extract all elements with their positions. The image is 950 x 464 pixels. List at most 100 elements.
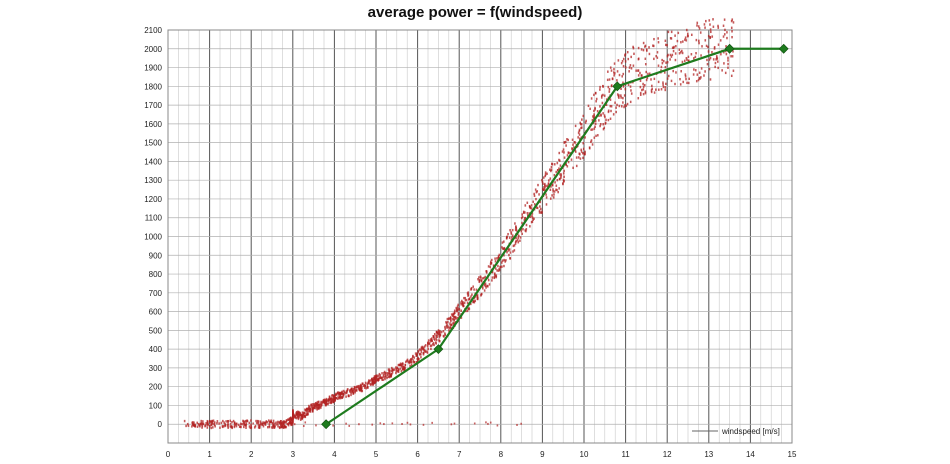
scatter-point: [269, 420, 271, 424]
scatter-point: [713, 46, 716, 49]
scatter-point: [422, 353, 425, 356]
x-tick-label: 9: [540, 450, 545, 459]
scatter-point: [575, 164, 578, 168]
scatter-point: [448, 329, 450, 332]
scatter-point: [519, 239, 521, 242]
scatter-point: [468, 307, 471, 311]
scatter-point: [460, 309, 462, 312]
scatter-point: [221, 425, 224, 428]
scatter-point: [616, 70, 619, 73]
scatter-point: [381, 378, 383, 381]
scatter-point: [522, 227, 524, 231]
scatter-point: [485, 286, 487, 289]
scatter-point: [262, 425, 265, 428]
scatter-point: [556, 161, 559, 165]
scatter-point: [708, 67, 711, 71]
scatter-point: [731, 55, 734, 58]
scatter-point: [542, 188, 545, 192]
scatter-point: [630, 67, 633, 70]
scatter-point: [712, 18, 714, 21]
scatter-point: [480, 292, 483, 296]
scatter-point: [539, 205, 541, 208]
scatter-point: [379, 374, 382, 377]
scatter-point: [677, 31, 680, 35]
scatter-point: [693, 57, 695, 60]
scatter-point: [660, 88, 663, 91]
scatter-point: [403, 367, 406, 370]
scatter-point: [640, 48, 643, 51]
scatter-point: [499, 265, 501, 269]
scatter-point: [439, 331, 441, 334]
scatter-point: [530, 204, 533, 207]
scatter-point: [716, 57, 719, 60]
scatter-point: [709, 23, 711, 26]
y-tick-label: 400: [149, 345, 163, 354]
scatter-point: [681, 49, 683, 53]
scatter-point: [543, 187, 546, 190]
scatter-point: [206, 423, 209, 426]
scatter-point: [229, 422, 232, 425]
scatter-point: [637, 74, 640, 77]
scatter-point: [553, 163, 556, 166]
scatter-point: [480, 294, 482, 297]
scatter-point: [225, 420, 227, 423]
scatter-point: [388, 368, 391, 371]
scatter-point: [469, 302, 472, 306]
scatter-point: [463, 296, 465, 300]
scatter-point: [703, 23, 706, 26]
scatter-point: [204, 424, 207, 427]
scatter-point: [427, 347, 429, 351]
scatter-point: [259, 420, 262, 423]
scatter-point: [660, 69, 662, 72]
scatter-point: [616, 93, 619, 96]
x-tick-label: 14: [746, 450, 755, 459]
scatter-point: [711, 50, 713, 54]
scatter-point: [360, 385, 362, 388]
scatter-point: [295, 412, 297, 415]
scatter-point: [515, 239, 518, 243]
scatter-point: [393, 368, 396, 371]
scatter-point: [528, 212, 531, 215]
scatter-point: [438, 336, 441, 339]
scatter-point: [368, 379, 371, 383]
scatter-point: [406, 359, 408, 363]
scatter-point: [375, 377, 378, 380]
scatter-point: [316, 401, 318, 404]
scatter-point: [396, 367, 399, 370]
scatter-point: [402, 367, 405, 370]
scatter-point: [248, 421, 251, 425]
scatter-point: [690, 53, 693, 56]
scatter-point: [281, 425, 284, 428]
scatter-point: [563, 151, 565, 154]
scatter-point: [533, 192, 535, 196]
x-tick-label: 3: [291, 450, 296, 459]
scatter-point: [666, 61, 669, 64]
scatter-point: [364, 381, 367, 385]
scatter-point: [555, 184, 558, 187]
scatter-point: [536, 206, 539, 210]
scatter-point: [512, 250, 514, 253]
scatter-point: [496, 257, 498, 260]
scatter-point: [248, 425, 251, 428]
scatter-point: [282, 423, 285, 426]
scatter-point: [573, 146, 575, 149]
scatter-point: [379, 376, 382, 380]
scatter-point: [436, 333, 438, 337]
scatter-point: [461, 301, 464, 305]
scatter-point: [550, 165, 553, 169]
scatter-point: [313, 404, 315, 408]
scatter-point: [453, 322, 456, 325]
scatter-point: [723, 18, 726, 21]
scatter-point: [651, 84, 653, 88]
scatter-point: [254, 424, 257, 428]
scatter-point: [410, 363, 413, 367]
scatter-point: [574, 141, 576, 144]
scatter-point: [490, 258, 493, 262]
scatter-point: [545, 203, 548, 206]
scatter-point: [628, 66, 631, 69]
scatter-point: [382, 375, 384, 378]
scatter-point: [731, 18, 734, 21]
scatter-point: [366, 384, 369, 387]
scatter-point: [624, 53, 627, 56]
scatter-point: [447, 325, 449, 328]
